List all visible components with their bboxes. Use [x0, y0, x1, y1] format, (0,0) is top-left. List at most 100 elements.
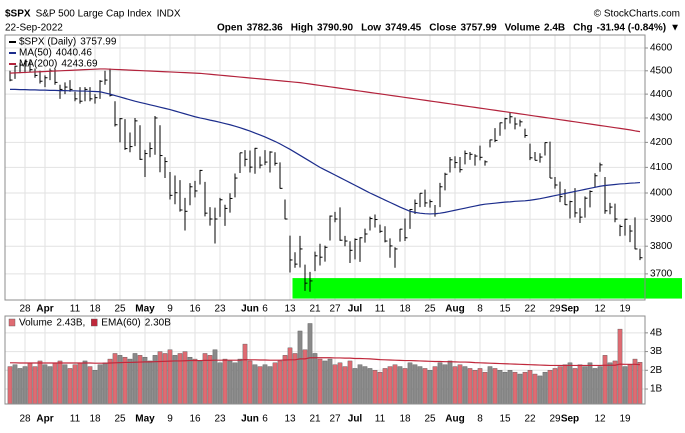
volume-bar [512, 371, 518, 405]
volume-bar [27, 362, 33, 405]
x-tick-label: 29 [549, 304, 561, 315]
volume-bar [92, 370, 98, 405]
x-tick-label: 13 [284, 304, 296, 315]
volume-bar [637, 362, 643, 405]
copyright: © StockCharts.com [594, 9, 680, 20]
y-tick-label: 4400 [650, 89, 673, 100]
legend-name: Volume [19, 318, 53, 329]
volume-bar [372, 370, 378, 405]
volume-bar [307, 323, 313, 405]
y-tick-label: 3800 [650, 241, 673, 252]
x-tick-label: 11 [70, 414, 81, 425]
volume-bar [497, 370, 503, 405]
ma-line [10, 357, 641, 367]
volume-bar [242, 343, 248, 405]
legend-value: 4040.46 [56, 48, 93, 59]
volume-bar [287, 347, 293, 405]
x-tick-label: 27 [329, 414, 341, 425]
volume-bar [47, 366, 53, 405]
x-tick-label: Jul [348, 304, 363, 315]
volume-bar [197, 360, 203, 405]
x-tick-label: Jun [241, 304, 259, 315]
volume-bar [487, 366, 493, 405]
symbol: $SPX [5, 9, 31, 20]
x-tick-label: 8 [477, 414, 483, 425]
x-tick-label: 6 [262, 304, 268, 315]
volume-bar [477, 368, 483, 405]
volume-bar [187, 356, 193, 405]
volume-bar [107, 358, 113, 405]
volume-bar [467, 368, 473, 405]
volume-bar [227, 360, 233, 405]
volume-bar [457, 364, 463, 405]
volume-bar [367, 368, 373, 405]
volume-bar [57, 360, 63, 405]
x-tick-label: 21 [309, 304, 321, 315]
volume-bar [292, 353, 298, 405]
legend-name: MA(50) [19, 48, 52, 59]
volume-bar [387, 366, 393, 405]
volume-bar [267, 366, 273, 405]
date: 22-Sep-2022 [5, 23, 63, 34]
x-tick-label: 8 [477, 304, 483, 315]
x-tick-label: 9 [167, 414, 173, 425]
y-tick-label: 4000 [650, 188, 673, 199]
x-tick-label: Aug [445, 414, 464, 425]
volume-bar [577, 364, 583, 405]
y-tick-label: 4B [650, 327, 663, 338]
volume-bar [442, 364, 448, 405]
x-tick-label: 11 [375, 304, 386, 315]
x-tick-label: Jun [241, 414, 259, 425]
volume-bar [72, 364, 78, 405]
x-tick-label: 16 [189, 414, 201, 425]
volume-bar [542, 371, 548, 405]
x-tick-label: 15 [499, 304, 511, 315]
y-tick-label: 4200 [650, 137, 673, 148]
volume-bar [407, 362, 413, 405]
volume-bar [572, 368, 578, 405]
x-tick-label: Apr [36, 304, 53, 315]
x-tick-label: 19 [619, 414, 631, 425]
volume-bar [517, 373, 523, 405]
volume-bar [327, 358, 333, 405]
y-tick-label: 3900 [650, 214, 673, 225]
quote-label: High [291, 23, 313, 34]
volume-bar [322, 360, 328, 405]
volume-bar [377, 371, 383, 405]
volume-bar [67, 368, 73, 405]
volume-bar [472, 370, 478, 405]
volume-bar [237, 358, 243, 405]
x-tick-label: 11 [70, 304, 81, 315]
volume-bar [87, 366, 93, 405]
y-tick-label: 2B [650, 365, 663, 376]
x-tick-label: Apr [36, 414, 53, 425]
volume-bar [417, 366, 423, 405]
volume-bar [157, 351, 163, 405]
exchange: INDX [157, 9, 181, 20]
volume-bar [182, 351, 188, 405]
volume-bar [437, 362, 443, 405]
quote-value: 3749.45 [385, 23, 422, 34]
volume-bar [392, 364, 398, 405]
quote-value: -31.94 (-0.84%) [597, 23, 666, 34]
x-tick-label: 11 [375, 414, 386, 425]
volume-bar [232, 362, 238, 405]
volume-bar [132, 353, 138, 405]
volume-bar [537, 375, 543, 405]
volume-bar [77, 362, 83, 405]
quote-label: Open [217, 23, 243, 34]
x-tick-label: Sep [561, 304, 579, 315]
legend-swatch [91, 318, 98, 327]
volume-bar [202, 353, 208, 405]
quote-value: 3757.99 [460, 23, 497, 34]
quote-value: 3782.36 [247, 23, 284, 34]
volume-bar [567, 362, 573, 405]
volume-bar [297, 330, 303, 405]
volume-bar [422, 368, 428, 405]
volume-bar [612, 360, 618, 405]
volume-bar [402, 368, 408, 405]
volume-bar [347, 360, 353, 405]
quote-label: Close [429, 23, 457, 34]
volume-bar [352, 368, 358, 405]
